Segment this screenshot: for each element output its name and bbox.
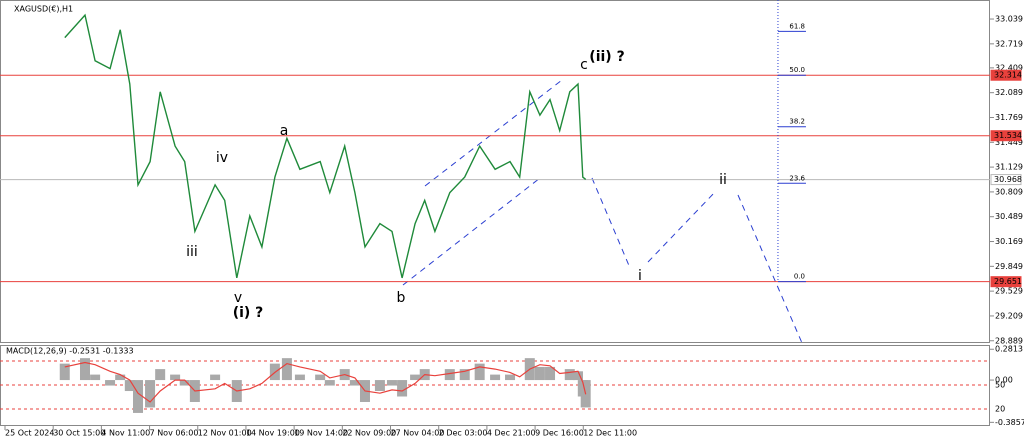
- y-tick-label: 28.889: [995, 336, 1023, 345]
- wave-label: v: [234, 290, 242, 306]
- macd-bar: [572, 371, 583, 381]
- projection-down: [591, 177, 631, 269]
- macd-bar: [133, 380, 144, 413]
- y-tick-label: 33.039: [995, 15, 1023, 24]
- macd-bar: [397, 380, 408, 397]
- x-tick-label: 4 Nov 11:00: [101, 429, 150, 438]
- macd-bar: [179, 380, 190, 386]
- y-tick-label: 32.089: [995, 88, 1023, 97]
- macd-bar: [105, 380, 116, 386]
- fib-label: 61.8: [789, 22, 805, 30]
- macd-bar: [534, 366, 545, 381]
- y-tick-label: 32.719: [995, 39, 1023, 48]
- wave-projection: [402, 79, 803, 344]
- y-tick-label: 29.849: [995, 262, 1023, 271]
- x-tick-label: 25 Oct 2024: [5, 429, 54, 438]
- y-tick-label: 31.449: [995, 138, 1023, 147]
- macd-title: MACD(12,26,9) -0.2531 -0.1333: [6, 347, 134, 356]
- macd-bar: [59, 363, 70, 381]
- macd-bar: [490, 374, 501, 381]
- fib-label: 0.0: [794, 273, 805, 281]
- y-tick-label: 31.129: [995, 163, 1023, 172]
- wave-label: a: [280, 123, 289, 139]
- macd-bar: [155, 369, 166, 381]
- x-tick-label: 30 Oct 15:00: [53, 429, 105, 438]
- x-tick-label: 7 Nov 06:00: [150, 429, 199, 438]
- fib-label: 50.0: [789, 66, 805, 74]
- level-label: 30.968: [994, 175, 1022, 184]
- y-tick-label: 30.489: [995, 212, 1023, 221]
- macd-bar: [374, 380, 385, 392]
- wave-label: b: [397, 290, 406, 306]
- macd-bar: [90, 374, 101, 381]
- x-tick-label: 19 Nov 14:00: [294, 429, 348, 438]
- macd-bar: [145, 380, 156, 408]
- y-tick-label: 29.209: [995, 311, 1023, 320]
- x-tick-label: 14 Nov 19:00: [246, 429, 300, 438]
- projection-up: [647, 191, 716, 263]
- y-tick-label: 0.00: [995, 376, 1013, 385]
- macd-bar: [564, 369, 575, 381]
- level-label: 29.651: [994, 277, 1022, 286]
- macd-bar: [324, 380, 335, 386]
- y-tick-label: 30.809: [995, 187, 1023, 196]
- channel-lower: [402, 177, 541, 286]
- macd-bar: [474, 363, 485, 381]
- y-tick-label: 31.769: [995, 113, 1023, 122]
- macd-bar: [444, 369, 455, 381]
- main-panel-frame: [0, 0, 990, 343]
- projection-down-2: [737, 194, 803, 344]
- macd-bar: [281, 358, 292, 381]
- macd-bar: [505, 374, 516, 381]
- y2-tick-label: 50: [995, 381, 1005, 390]
- wave-label: i: [638, 268, 642, 284]
- macd-bar: [410, 374, 421, 381]
- macd-bar: [315, 374, 326, 381]
- fib-label: 23.6: [789, 174, 805, 182]
- level-label: 31.534: [994, 131, 1022, 140]
- y-tick-label: 32.409: [995, 63, 1023, 72]
- wave-label: ii: [719, 172, 727, 188]
- x-tick-label: 4 Dec 21:00: [487, 429, 536, 438]
- level-box: [990, 276, 1022, 288]
- wave-label: c: [580, 57, 588, 73]
- y2-tick-label: 20: [995, 405, 1005, 414]
- level-box: [990, 130, 1022, 142]
- macd-bar: [545, 366, 556, 381]
- x-tick-label: 12 Dec 11:00: [583, 429, 637, 438]
- macd-bar: [170, 374, 181, 381]
- macd-bar: [79, 358, 90, 381]
- price-line: [64, 13, 587, 279]
- fib-label: 38.2: [789, 118, 805, 126]
- macd-bar: [349, 380, 360, 386]
- macd-bar: [459, 369, 470, 381]
- wave-label: (ii) ?: [589, 49, 624, 65]
- macd-bar: [115, 374, 126, 381]
- level-box: [990, 174, 1022, 186]
- macd-bar: [386, 380, 397, 386]
- wave-label: (i) ?: [233, 305, 264, 321]
- x-tick-label: 9 Dec 16:00: [535, 429, 584, 438]
- macd-bar: [124, 380, 135, 392]
- macd-bar: [294, 374, 305, 381]
- x-tick-label: 12 Nov 01:00: [198, 429, 252, 438]
- wave-label: iii: [186, 244, 198, 260]
- chart-title: XAGUSD(€),H1: [14, 5, 73, 14]
- y-tick-label: 0.2813: [995, 345, 1023, 354]
- y-tick-label: -0.3857: [995, 418, 1024, 427]
- x-tick-label: 27 Nov 04:00: [391, 429, 445, 438]
- level-label: 32.314: [994, 71, 1022, 80]
- level-box: [990, 69, 1022, 81]
- macd-bar: [210, 374, 221, 381]
- x-tick-label: 22 Nov 09:00: [342, 429, 396, 438]
- channel-upper: [424, 79, 563, 187]
- signal-line: [64, 361, 587, 403]
- wave-label: iv: [216, 150, 228, 166]
- y-tick-label: 29.529: [995, 287, 1023, 296]
- x-tick-label: 2 Dec 03:00: [439, 429, 488, 438]
- y-tick-label: 30.169: [995, 237, 1023, 246]
